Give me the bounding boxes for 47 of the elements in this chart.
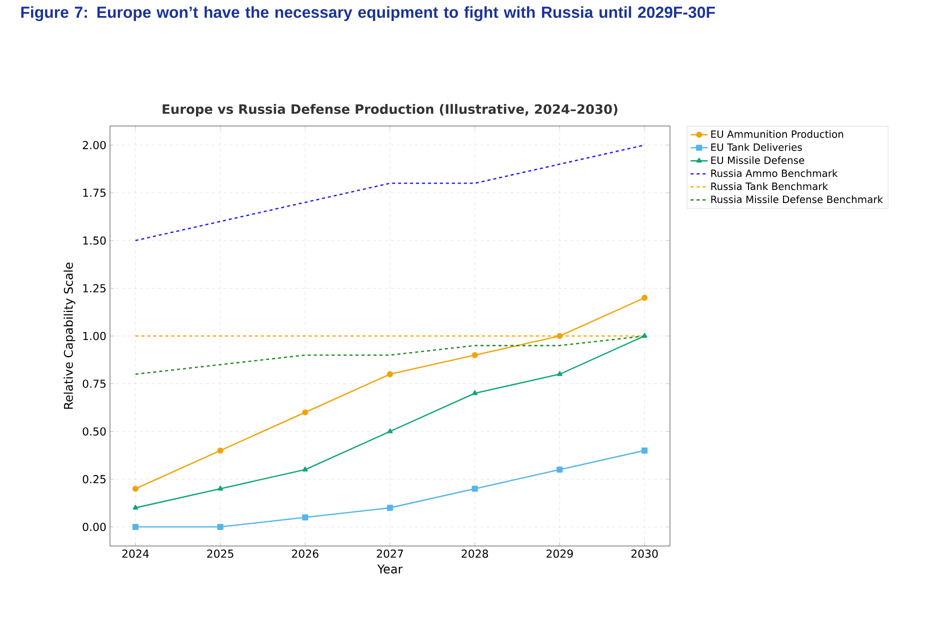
legend-label: EU Ammunition Production [711,130,844,138]
y-tick-label: 0.50 [82,427,106,436]
point [386,504,394,511]
point [217,524,224,530]
y-tick-label: 1.25 [83,284,106,292]
point [132,504,138,510]
y-tick-label: 1.75 [83,188,106,197]
point [472,390,478,396]
point [642,448,648,454]
y-tick-label: 0.75 [82,380,106,388]
point [472,486,478,492]
y-tick-label: 1.00 [83,332,106,340]
point [556,466,563,473]
point [472,352,478,358]
x-tick-label: 2025 [207,550,234,558]
point [132,524,138,530]
point [642,332,648,338]
y-tick-label: 0.00 [82,522,106,532]
point [387,428,393,434]
x-tick-label: 2030 [631,550,658,558]
point [132,486,138,492]
y-tick-label: 1.50 [83,236,106,245]
y-tick-label: 2.00 [82,140,106,150]
y-axis-title: Relative Capability Scale [64,262,76,409]
legend-label: Russia Tank Benchmark [711,182,828,190]
point [218,486,224,491]
x-tick-label: 2029 [546,550,573,558]
x-tick-label: 2024 [122,550,149,558]
x-axis-title: Year [377,564,403,574]
chart-subtitle: Europe vs Russia Defense Production (Illustrative, 2024–2030) [162,104,618,116]
point [556,371,562,376]
legend-label: Russia Ammo Benchmark [711,169,838,178]
y-tick-label: 0.25 [82,475,106,484]
point [302,514,308,520]
point [556,332,563,340]
x-tick-label: 2028 [462,550,488,558]
legend-label: EU Missile Defense [711,156,804,164]
legend-label: Russia Missile Defense Benchmark [711,195,884,204]
x-tick-label: 2027 [376,550,403,558]
point [386,371,394,378]
point [217,448,224,454]
point [642,294,648,301]
point [302,466,308,472]
chart-title: Figure 7: Europe won’t have the necessary equipment to fight with Russia until 2029F-30F [21,6,715,22]
x-tick-label: 2026 [292,550,318,558]
point [302,409,308,416]
legend-label: EU Tank Deliveries [711,143,802,151]
